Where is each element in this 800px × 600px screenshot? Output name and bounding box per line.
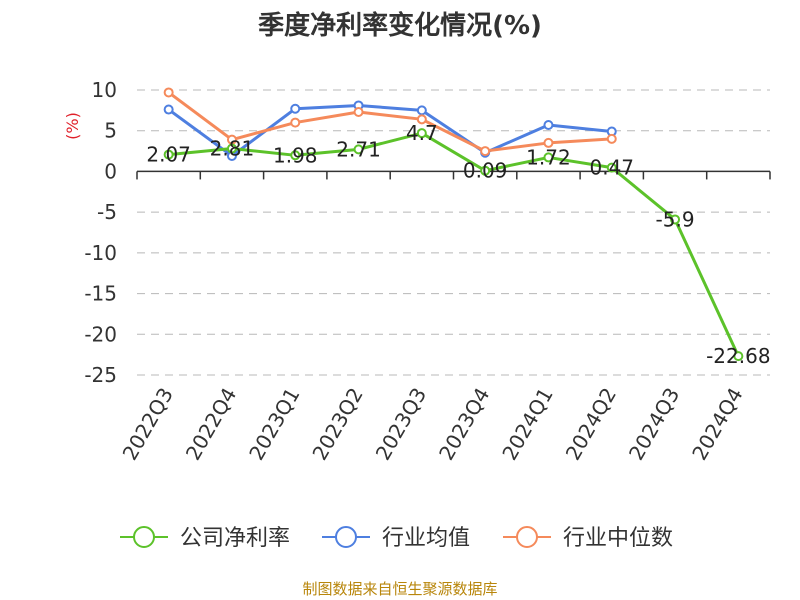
- series-point: [480, 165, 491, 176]
- series-point: [543, 152, 554, 163]
- y-tick-label: 10: [92, 78, 117, 102]
- x-tick-label: 2024Q3: [624, 384, 684, 465]
- legend-marker: [133, 526, 155, 548]
- series-point: [226, 143, 237, 154]
- series-point: [416, 105, 427, 116]
- series-point: [290, 150, 301, 161]
- series-point: [543, 137, 554, 148]
- series-line: [167, 103, 612, 158]
- data-label: -5.9: [656, 207, 695, 231]
- series-point: [416, 128, 427, 139]
- y-tick-label: 5: [104, 119, 117, 143]
- legend-label: 行业均值: [382, 526, 470, 551]
- legend-label: 公司净利率: [180, 526, 290, 551]
- y-tick-label: -25: [84, 363, 117, 387]
- x-tick-label: 2024Q1: [497, 384, 557, 465]
- series-point: [480, 146, 491, 157]
- y-tick-label: 0: [104, 159, 117, 183]
- series-point: [290, 103, 301, 114]
- x-tick-label: 2023Q3: [371, 384, 431, 465]
- x-tick-label: 2023Q4: [434, 384, 494, 465]
- series-point: [416, 114, 427, 125]
- series-point: [543, 120, 554, 131]
- y-axis-label: (%): [63, 112, 82, 140]
- data-label: 1.72: [526, 145, 571, 169]
- x-tick-label: 2023Q1: [244, 384, 304, 465]
- legend[interactable]: 公司净利率 行业均值 行业中位数: [120, 526, 673, 551]
- series-line: [167, 91, 612, 153]
- y-tick-label: -10: [84, 241, 117, 265]
- grid-lines: [137, 89, 770, 376]
- legend-item[interactable]: 行业中位数: [503, 526, 673, 551]
- x-tick-label: 2023Q2: [307, 384, 367, 465]
- legend-item[interactable]: 公司净利率: [120, 526, 290, 551]
- series-point: [670, 214, 681, 225]
- data-label: 2.07: [146, 143, 191, 167]
- data-label: 2.81: [210, 137, 255, 161]
- data-labels: 2.07 2.81 1.98 2.71 4.7 0.09 1.72 0.47 -5.9 -22.6…: [146, 121, 770, 368]
- chart-title: 季度净利率变化情况(%): [258, 10, 542, 41]
- series-point: [733, 351, 744, 362]
- data-label: 2.71: [336, 137, 381, 161]
- x-tick-label: 2022Q4: [181, 384, 241, 465]
- data-label: 4.7: [406, 121, 438, 145]
- data-label: 1.98: [273, 143, 318, 167]
- legend-label: 行业中位数: [563, 526, 673, 551]
- data-label: -22.68: [706, 344, 770, 368]
- series-point: [163, 149, 174, 160]
- legend-item[interactable]: 行业均值: [322, 526, 470, 551]
- data-label: 0.47: [589, 156, 634, 180]
- x-tick-label: 2024Q4: [687, 384, 747, 465]
- series-point: [606, 133, 617, 144]
- series-point: [353, 106, 364, 117]
- series-point: [163, 104, 174, 115]
- legend-marker: [516, 526, 538, 548]
- series-point: [163, 87, 174, 98]
- series-point: [290, 117, 301, 128]
- x-tick-label: 2022Q3: [118, 384, 178, 465]
- series-line: [168, 131, 740, 357]
- y-tick-label: -15: [84, 282, 117, 306]
- series-point: [606, 162, 617, 173]
- series-point: [353, 144, 364, 155]
- x-tick-label: 2024Q2: [561, 384, 621, 465]
- source-note: 制图数据来自恒生聚源数据库: [302, 580, 497, 598]
- data-label: 0.09: [463, 159, 508, 183]
- series-layer: [163, 87, 744, 362]
- y-tick-label: -5: [97, 200, 117, 224]
- legend-marker: [335, 526, 357, 548]
- y-tick-label: -20: [84, 322, 117, 346]
